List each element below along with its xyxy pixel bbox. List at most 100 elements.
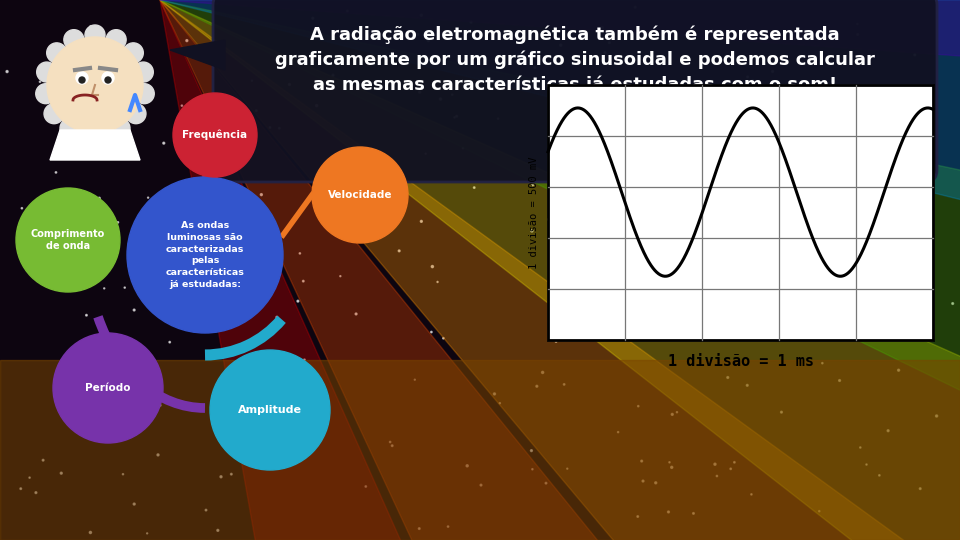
Point bbox=[77, 103, 92, 111]
Point bbox=[683, 165, 698, 174]
Polygon shape bbox=[160, 0, 730, 540]
Point bbox=[740, 72, 756, 81]
Circle shape bbox=[76, 72, 88, 84]
Point bbox=[348, 161, 364, 170]
Text: 1 divisão = 1 ms: 1 divisão = 1 ms bbox=[667, 354, 813, 369]
Point bbox=[83, 528, 98, 537]
Point bbox=[174, 102, 189, 110]
Point bbox=[599, 321, 614, 329]
Point bbox=[681, 286, 696, 294]
Text: as mesmas características já estudadas com o som!: as mesmas características já estudadas c… bbox=[313, 76, 837, 94]
Point bbox=[418, 150, 433, 158]
Point bbox=[210, 137, 226, 145]
Point bbox=[602, 38, 617, 47]
Text: 1 divisão = 500 mV: 1 divisão = 500 mV bbox=[529, 156, 539, 269]
Circle shape bbox=[60, 118, 80, 138]
Point bbox=[791, 208, 806, 217]
Point bbox=[248, 246, 263, 255]
Point bbox=[325, 71, 341, 79]
Point bbox=[541, 215, 557, 224]
Point bbox=[180, 288, 196, 296]
Point bbox=[768, 173, 783, 182]
Point bbox=[132, 248, 147, 256]
Point bbox=[91, 194, 107, 202]
Point bbox=[664, 463, 680, 471]
Point bbox=[907, 51, 923, 59]
Point bbox=[487, 389, 502, 398]
Text: A radiação eletromagnética também é representada: A radiação eletromagnética também é repr… bbox=[310, 26, 840, 44]
Point bbox=[13, 484, 29, 493]
Circle shape bbox=[123, 43, 143, 63]
Point bbox=[731, 212, 746, 220]
Point bbox=[637, 253, 653, 262]
Point bbox=[634, 457, 649, 465]
Point bbox=[872, 471, 887, 480]
Text: As ondas
luminosas são
caracterizadas
pelas
características
já estudadas:: As ondas luminosas são caracterizadas pe… bbox=[165, 221, 245, 289]
Point bbox=[723, 464, 738, 473]
Point bbox=[790, 165, 805, 174]
Point bbox=[449, 112, 465, 120]
Point bbox=[213, 472, 228, 481]
Point bbox=[0, 68, 14, 76]
Point bbox=[385, 441, 400, 450]
Point bbox=[414, 11, 429, 19]
Point bbox=[852, 443, 868, 452]
Point bbox=[745, 76, 760, 85]
Point bbox=[151, 450, 166, 459]
Circle shape bbox=[79, 77, 85, 83]
Point bbox=[882, 222, 898, 231]
Point bbox=[444, 32, 459, 40]
Point bbox=[184, 184, 200, 192]
Circle shape bbox=[312, 147, 408, 243]
Point bbox=[539, 479, 554, 488]
Point bbox=[164, 291, 180, 299]
Point bbox=[742, 133, 757, 141]
Point bbox=[275, 364, 290, 373]
Point bbox=[139, 529, 155, 538]
Point bbox=[412, 524, 427, 533]
Point bbox=[787, 35, 803, 43]
Point bbox=[631, 402, 646, 410]
Point bbox=[441, 522, 456, 531]
Point bbox=[557, 380, 572, 389]
Point bbox=[424, 262, 440, 271]
Bar bbox=[548, 85, 933, 340]
Point bbox=[117, 284, 132, 292]
Point bbox=[309, 102, 324, 110]
Circle shape bbox=[110, 118, 130, 138]
Circle shape bbox=[16, 188, 120, 292]
Point bbox=[84, 392, 100, 401]
Circle shape bbox=[105, 77, 111, 83]
Circle shape bbox=[85, 25, 105, 45]
Point bbox=[916, 189, 931, 198]
Point bbox=[560, 464, 575, 473]
Point bbox=[351, 148, 367, 157]
Point bbox=[14, 227, 30, 236]
Point bbox=[922, 309, 937, 318]
Point bbox=[253, 190, 269, 199]
Circle shape bbox=[47, 43, 66, 63]
Point bbox=[817, 265, 832, 274]
Point bbox=[923, 258, 938, 267]
Point bbox=[527, 63, 542, 72]
Point bbox=[269, 313, 284, 321]
Point bbox=[774, 408, 789, 416]
Point bbox=[199, 506, 214, 515]
Point bbox=[625, 104, 640, 113]
Point bbox=[127, 306, 142, 314]
Point bbox=[628, 263, 643, 272]
Point bbox=[747, 170, 762, 178]
Point bbox=[792, 105, 807, 114]
Point bbox=[815, 359, 830, 368]
Point bbox=[924, 178, 940, 186]
Circle shape bbox=[126, 104, 146, 124]
Point bbox=[244, 76, 259, 85]
Polygon shape bbox=[50, 130, 140, 160]
Point bbox=[647, 334, 662, 342]
Point bbox=[661, 458, 677, 467]
Point bbox=[340, 6, 355, 15]
Point bbox=[859, 460, 875, 469]
Point bbox=[664, 410, 680, 418]
Point bbox=[891, 366, 906, 375]
Point bbox=[292, 249, 307, 258]
